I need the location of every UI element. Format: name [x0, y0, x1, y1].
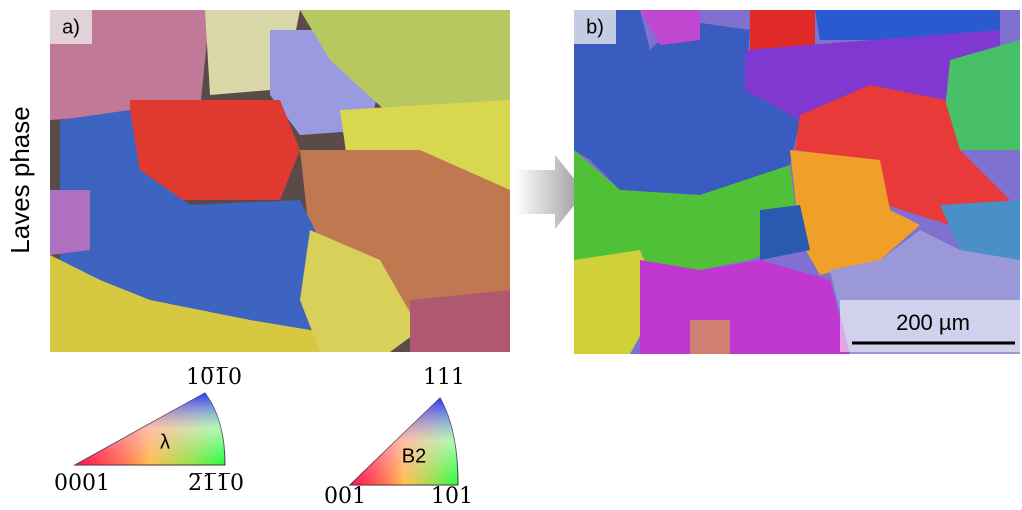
corner-label: 2̅1̅1̅0 [188, 471, 244, 496]
scale-bar-label: 200 µm [896, 310, 970, 335]
corner-label: 111 [423, 365, 465, 390]
corner-label: 001 [324, 484, 366, 509]
corner-label: 0001 [54, 471, 110, 496]
panel-label: b) [586, 16, 604, 38]
panel-label: a) [62, 16, 80, 38]
legend-label: λ [160, 431, 170, 453]
figure: Laves phase a) b) 200 [0, 0, 1022, 510]
legend-b2: B2 111 001 101 [324, 365, 473, 509]
side-label: Laves phase [5, 106, 35, 253]
corner-label: 10̅1̅0 [186, 365, 242, 390]
ebsd-map-lambda [50, 10, 510, 352]
legend-label: B2 [402, 445, 426, 467]
legend-lambda: λ 10̅1̅0 0001 2̅1̅1̅0 [54, 365, 244, 496]
corner-label: 101 [431, 484, 473, 509]
